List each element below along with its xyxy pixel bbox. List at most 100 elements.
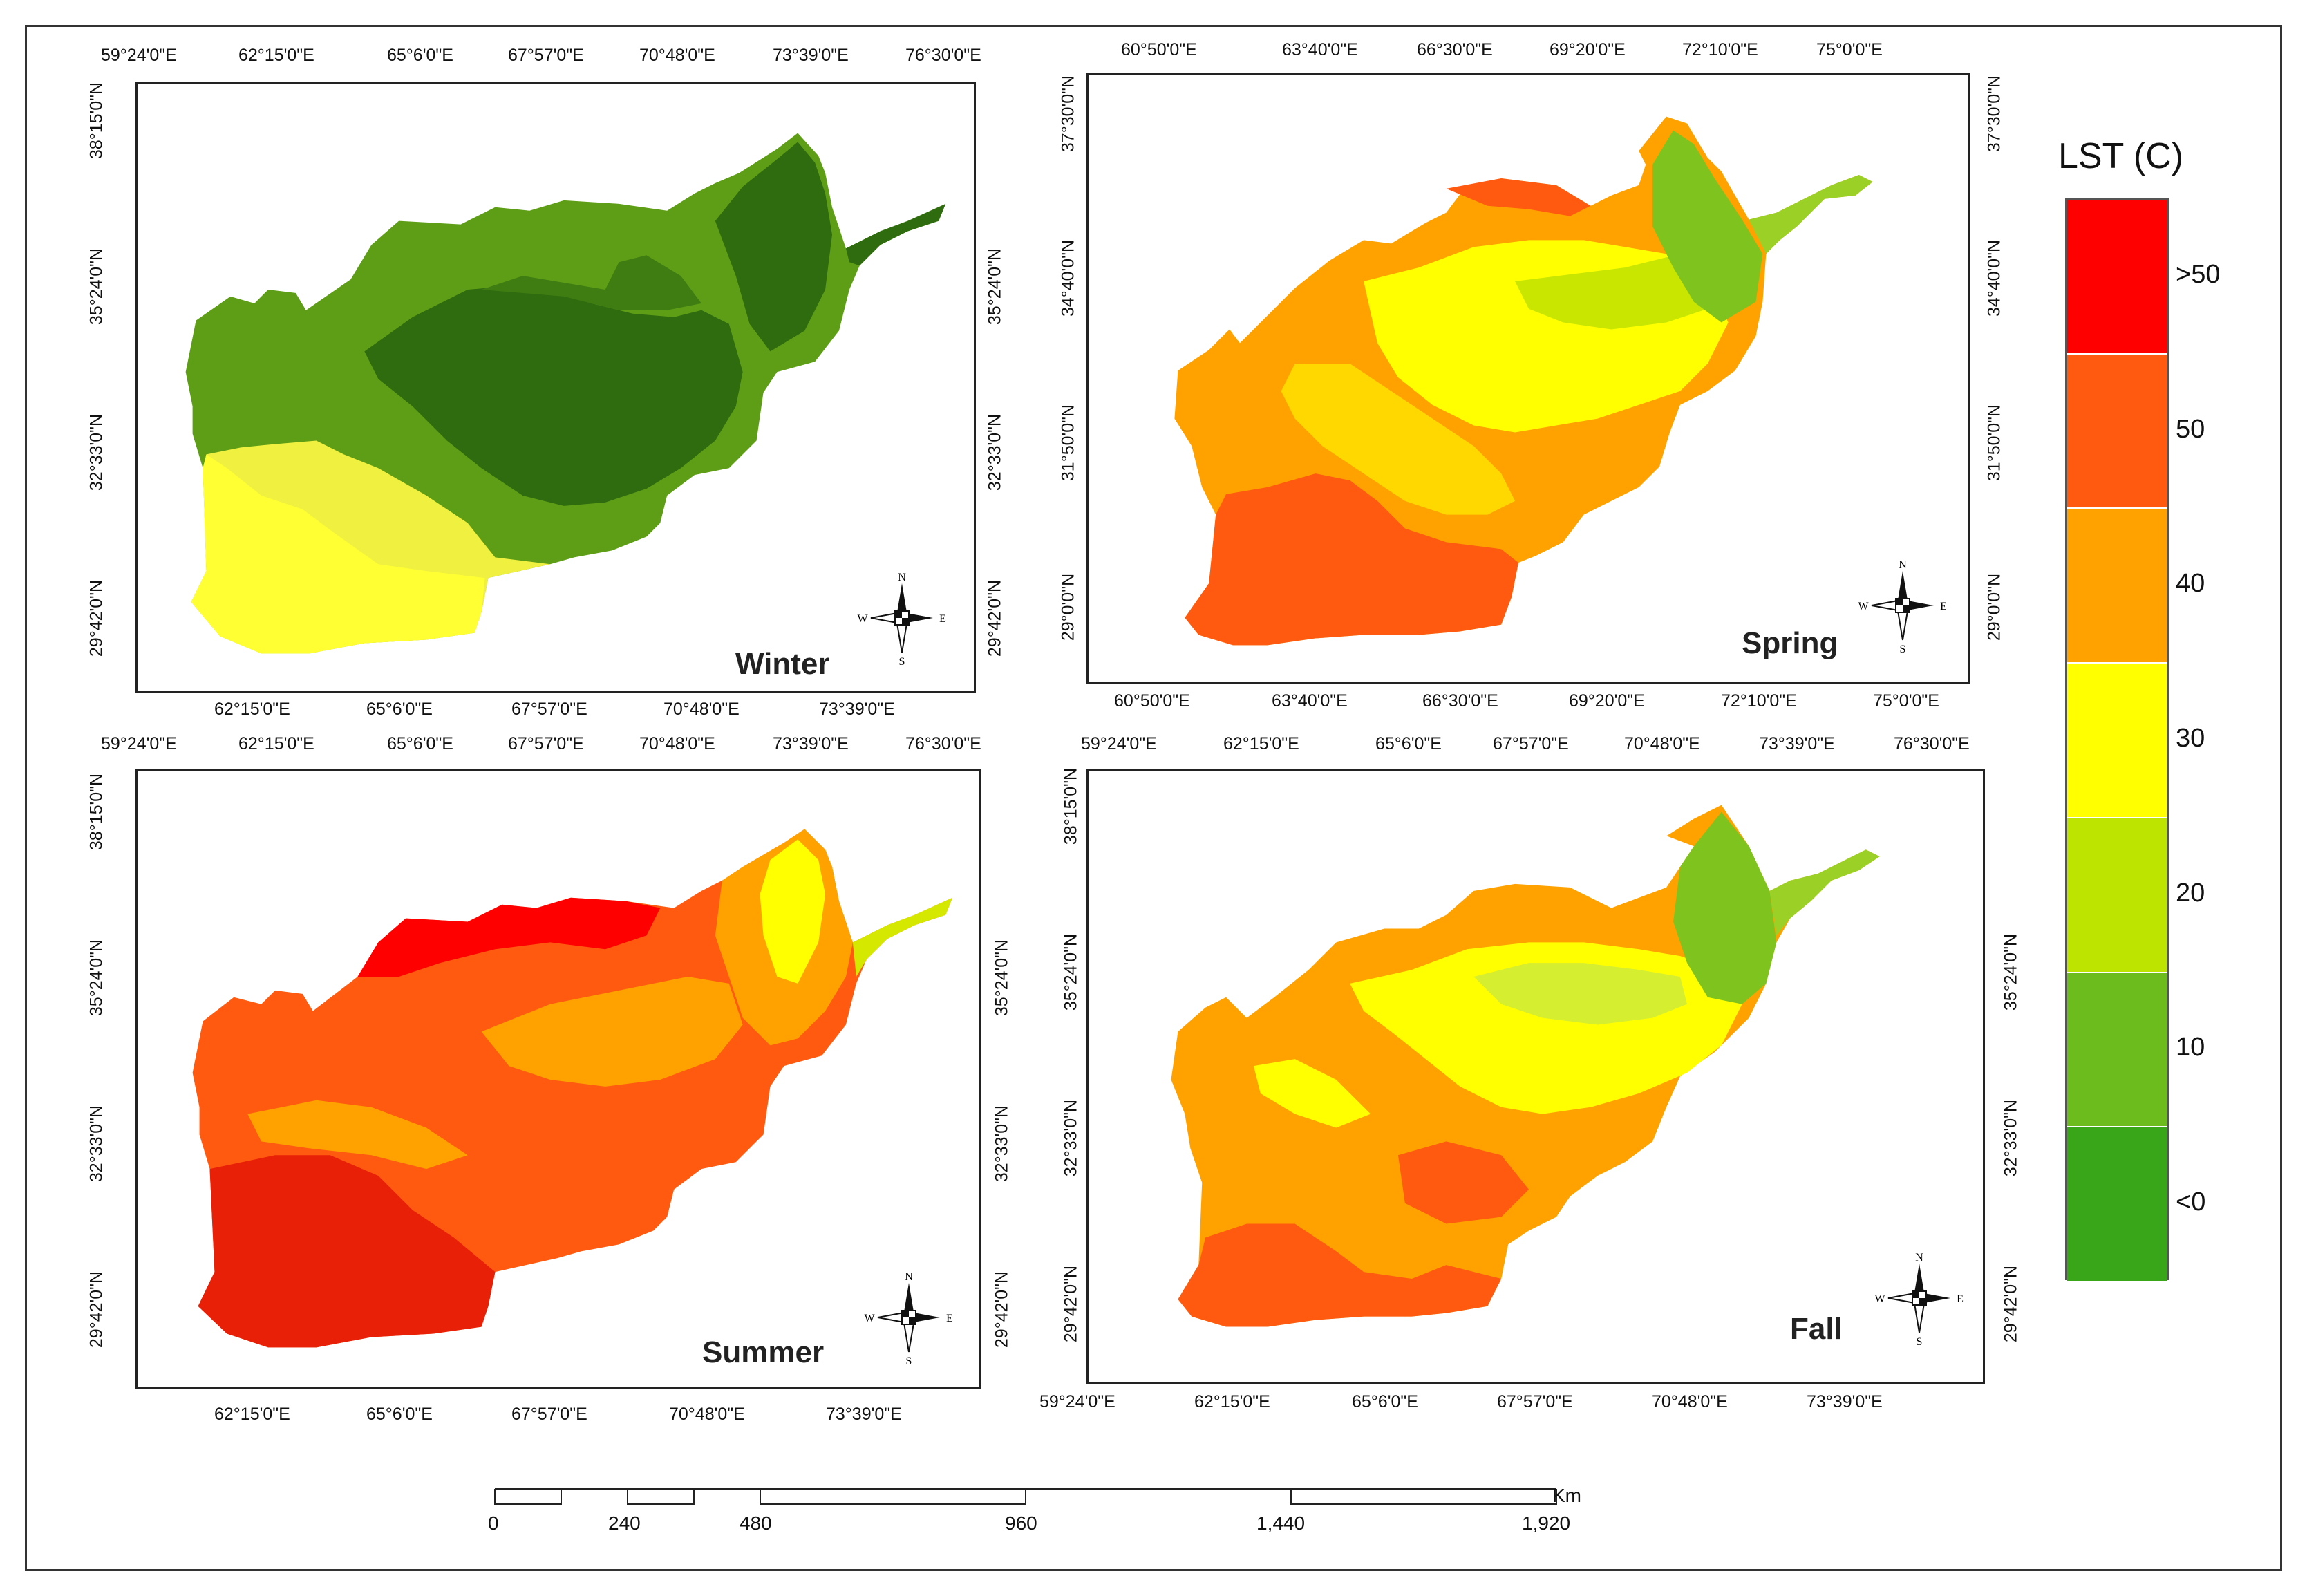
summer-top-tick: 70°48'0"E [639, 734, 715, 753]
legend-title: LST (C) [2058, 136, 2184, 176]
compass-n-label: N [1915, 1252, 1923, 1264]
legend-label: 20 [2176, 878, 2205, 908]
summer-right-tick: 29°42'0"N [992, 1270, 1012, 1349]
scale-label-480: 480 [740, 1512, 772, 1534]
spring-top-tick: 63°40'0"E [1282, 40, 1358, 59]
summer-left-tick: 29°42'0"N [86, 1270, 106, 1349]
spring-bottom-tick: 75°0'0"E [1873, 691, 1939, 711]
fall-top-tick: 59°24'0"E [1081, 734, 1157, 753]
fall-bottom-tick: 67°57'0"E [1497, 1392, 1573, 1411]
legend-label: 10 [2176, 1033, 2205, 1062]
summer-bottom-tick: 62°15'0"E [214, 1405, 290, 1424]
winter-right-tick: 35°24'0"N [985, 247, 1005, 326]
fall-right-tick: 29°42'0"N [2001, 1265, 2021, 1343]
compass-e-label: E [1940, 601, 1947, 612]
summer-top-tick: 67°57'0"E [508, 734, 584, 753]
summer-top-tick: 62°15'0"E [238, 734, 314, 753]
summer-bottom-tick: 65°6'0"E [366, 1405, 433, 1424]
fall-right-tick: 35°24'0"N [2001, 933, 2021, 1011]
fall-top-tick: 70°48'0"E [1624, 734, 1700, 753]
spring-left-tick: 31°50'0"N [1058, 404, 1078, 482]
spring-left-tick: 37°30'0"N [1058, 75, 1078, 153]
compass-w-label: W [864, 1313, 875, 1324]
compass-e-label: E [1957, 1293, 1964, 1305]
legend-swatch [2067, 973, 2167, 1128]
legend-swatch [2067, 1127, 2167, 1282]
legend-swatch [2067, 818, 2167, 973]
winter-bottom-tick: 62°15'0"E [214, 700, 290, 719]
compass-rose-icon: N S E W [857, 570, 947, 668]
scale-label-1920: 1,920 [1522, 1512, 1571, 1534]
fall-bottom-tick: 73°39'0"E [1807, 1392, 1883, 1411]
winter-bottom-tick: 73°39'0"E [819, 700, 895, 719]
fall-season-label: Fall [1790, 1312, 1843, 1346]
compass-rose-icon: N S E W [1858, 557, 1948, 655]
compass-rose-icon: N S E W [1874, 1250, 1964, 1348]
summer-top-tick: 59°24'0"E [101, 734, 177, 753]
winter-bottom-tick: 65°6'0"E [366, 700, 433, 719]
fall-left-tick: 29°42'0"N [1061, 1265, 1081, 1343]
compass-e-label: E [946, 1313, 953, 1324]
spring-top-tick: 69°20'0"E [1550, 40, 1626, 59]
winter-left-tick: 38°15'0"N [86, 82, 106, 160]
spring-top-tick: 72°10'0"E [1682, 40, 1758, 59]
summer-right-tick: 35°24'0"N [992, 939, 1012, 1017]
legend-swatch [2067, 354, 2167, 509]
compass-e-label: E [939, 613, 946, 625]
winter-map-svg [185, 133, 946, 654]
spring-bottom-tick: 60°50'0"E [1114, 691, 1190, 711]
scale-bar-graphic [494, 1488, 1557, 1505]
summer-bottom-tick: 70°48'0"E [669, 1405, 745, 1424]
legend-color-bar [2065, 198, 2169, 1282]
spring-right-tick: 29°0'0"N [1984, 573, 2004, 641]
legend-swatch [2067, 200, 2167, 355]
winter-season-label: Winter [735, 647, 830, 681]
summer-bottom-tick: 67°57'0"E [511, 1405, 587, 1424]
spring-season-label: Spring [1742, 626, 1838, 660]
winter-bottom-tick: 67°57'0"E [511, 700, 587, 719]
fall-map-svg [1171, 805, 1880, 1327]
winter-top-tick: 76°30'0"E [905, 46, 981, 65]
winter-map [135, 82, 976, 693]
legend-label: <0 [2176, 1187, 2206, 1217]
scale-label-1440: 1,440 [1256, 1512, 1306, 1534]
fall-top-tick: 65°6'0"E [1375, 734, 1442, 753]
winter-right-tick: 29°42'0"N [985, 579, 1005, 657]
spring-top-tick: 60°50'0"E [1121, 40, 1197, 59]
fall-top-tick: 76°30'0"E [1894, 734, 1970, 753]
legend-label: >50 [2176, 259, 2221, 289]
spring-top-tick: 75°0'0"E [1816, 40, 1883, 59]
summer-left-tick: 35°24'0"N [86, 939, 106, 1017]
summer-top-tick: 73°39'0"E [773, 734, 849, 753]
legend-swatch [2067, 509, 2167, 664]
fall-map [1086, 769, 1985, 1384]
legend-swatch [2067, 664, 2167, 818]
legend-label: 40 [2176, 569, 2205, 599]
compass-s-label: S [899, 656, 905, 666]
spring-bottom-tick: 66°30'0"E [1422, 691, 1498, 711]
spring-right-tick: 31°50'0"N [1984, 404, 2004, 482]
winter-top-tick: 67°57'0"E [508, 46, 584, 65]
spring-right-tick: 37°30'0"N [1984, 75, 2004, 153]
spring-left-tick: 29°0'0"N [1058, 573, 1078, 641]
compass-s-label: S [1917, 1336, 1923, 1346]
summer-top-tick: 76°30'0"E [905, 734, 981, 753]
summer-right-tick: 32°33'0"N [992, 1105, 1012, 1183]
scale-label-960: 960 [1005, 1512, 1037, 1534]
legend-label: 50 [2176, 414, 2205, 444]
summer-map-svg [192, 829, 953, 1348]
winter-top-tick: 65°6'0"E [387, 46, 453, 65]
legend-label: 30 [2176, 724, 2205, 753]
spring-map-svg [1174, 116, 1873, 646]
summer-left-tick: 38°15'0"N [86, 773, 106, 851]
spring-map [1086, 73, 1970, 684]
fall-bottom-tick: 70°48'0"E [1652, 1392, 1728, 1411]
fall-bottom-tick: 65°6'0"E [1352, 1392, 1418, 1411]
compass-w-label: W [1858, 601, 1869, 612]
fall-top-tick: 62°15'0"E [1223, 734, 1299, 753]
fall-bottom-tick: 62°15'0"E [1194, 1392, 1270, 1411]
spring-bottom-tick: 69°20'0"E [1569, 691, 1645, 711]
summer-map [135, 769, 981, 1389]
compass-s-label: S [906, 1355, 912, 1366]
spring-top-tick: 66°30'0"E [1417, 40, 1493, 59]
